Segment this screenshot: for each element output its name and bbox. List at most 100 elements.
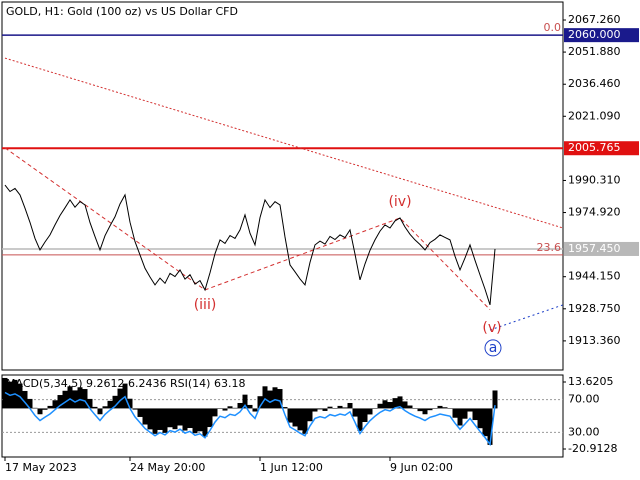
y-tick-label: 1974.920 (568, 206, 621, 219)
macd-bar (92, 406, 98, 409)
macd-bar (282, 407, 288, 409)
wave-label: (iii) (194, 297, 217, 313)
y-tick-label: -20.9128 (568, 442, 617, 455)
macd-bar (372, 408, 378, 409)
main-plot: (iii) (iv) (v) a (2, 34, 563, 357)
price-level-label: 2060.000 (568, 28, 621, 41)
x-tick-label: 9 Jun 02:00 (390, 461, 453, 474)
trendline (4, 147, 491, 311)
macd-bar (462, 408, 468, 419)
macd-bar (327, 406, 333, 409)
macd-bar (302, 408, 308, 434)
price-level-box (564, 241, 639, 256)
macd-bar (212, 408, 218, 417)
macd-bar (362, 408, 368, 423)
macd-bar (382, 400, 388, 409)
macd-bar (117, 388, 123, 409)
x-tick-label: 17 May 2023 (5, 461, 77, 474)
macd-bar (222, 408, 228, 411)
wave-circle (484, 339, 502, 357)
y-tick-label: 1944.150 (568, 270, 621, 283)
macd-bar (132, 408, 138, 410)
y-tick-label: 2021.090 (568, 109, 621, 122)
indicator-plot (2, 377, 563, 447)
macd-bar (97, 408, 103, 415)
macd-bar (217, 408, 223, 409)
macd-bar (312, 408, 318, 412)
price-level-label: 2005.765 (568, 141, 621, 154)
macd-bar (192, 408, 198, 434)
macd-bar (37, 408, 43, 415)
price-level-label: 1957.450 (568, 242, 621, 255)
wave-label: a (489, 340, 498, 356)
y-tick-label: 1913.360 (568, 334, 621, 347)
macd-bar (482, 408, 488, 437)
x-tick-label: 1 Jun 12:00 (260, 461, 323, 474)
macd-bar (432, 408, 438, 409)
macd-bar (422, 408, 428, 415)
fib-level-label: 0.0 (544, 21, 562, 34)
macd-bar (167, 408, 173, 428)
macd-bar (87, 398, 93, 409)
macd-bar (487, 408, 493, 445)
macd-bar (412, 408, 418, 409)
macd-bar (172, 408, 178, 430)
macd-bar (177, 408, 183, 426)
macd-bar (242, 394, 248, 409)
macd-bar (402, 401, 408, 409)
macd-bar (447, 408, 453, 409)
macd-bar (267, 390, 273, 409)
macd-bar (292, 408, 298, 427)
y-tick-label: 13.6205 (568, 375, 614, 388)
macd-bar (342, 407, 348, 409)
macd-bar (187, 408, 193, 429)
macd-bar (162, 408, 168, 433)
macd-bar (307, 408, 313, 422)
macd-bar (442, 407, 448, 409)
macd-bar (137, 408, 143, 417)
macd-bar (367, 408, 373, 415)
macd-bar (182, 408, 188, 431)
macd-bar (252, 408, 258, 412)
macd-bar (202, 408, 208, 437)
macd-bar (67, 386, 73, 409)
macd-bar (62, 390, 68, 409)
macd-bar (357, 408, 363, 431)
y2-tick-label: 30.00 (568, 425, 600, 438)
y2-tick-label: 70.00 (568, 393, 600, 406)
macd-bar (237, 402, 243, 409)
rsi-line (4, 391, 496, 447)
y-tick-label: 2051.880 (568, 45, 621, 58)
macd-bar (247, 404, 253, 409)
macd-bar (157, 408, 163, 430)
macd-bar (272, 387, 278, 409)
macd-bar (297, 408, 303, 431)
macd-bar (277, 389, 283, 409)
chart-title: GOLD, H1: Gold (100 oz) vs US Dollar CFD (6, 5, 238, 18)
wave-label: (iv) (388, 194, 411, 210)
wave-label: (v) (482, 320, 501, 336)
macd-bar (317, 408, 323, 410)
main-pane-frame (1, 1, 564, 371)
macd-bar (232, 407, 238, 409)
price-level-box (564, 28, 639, 43)
macd-bar (47, 405, 53, 409)
price-level-box (564, 141, 639, 156)
y-tick-label: 2067.260 (568, 13, 621, 26)
macd-bar (407, 405, 413, 409)
indicator-title: MACD(5,34,5) 9.2612 6.2436 RSI(14) 63.18 (6, 377, 245, 390)
y-tick-label: 1928.750 (568, 302, 621, 315)
macd-bar (257, 396, 263, 409)
y-tick-label: 2036.460 (568, 77, 621, 90)
macd-bar (22, 390, 28, 409)
macd-bar (347, 402, 353, 409)
macd-bar (147, 408, 153, 430)
y-tick-label: 1990.310 (568, 173, 621, 186)
macd-bar (142, 408, 148, 425)
macd-bar (207, 408, 213, 428)
macd-bar (337, 405, 343, 409)
macd-bar (332, 408, 338, 409)
macd-bar (57, 395, 63, 409)
macd-bar (107, 400, 113, 409)
